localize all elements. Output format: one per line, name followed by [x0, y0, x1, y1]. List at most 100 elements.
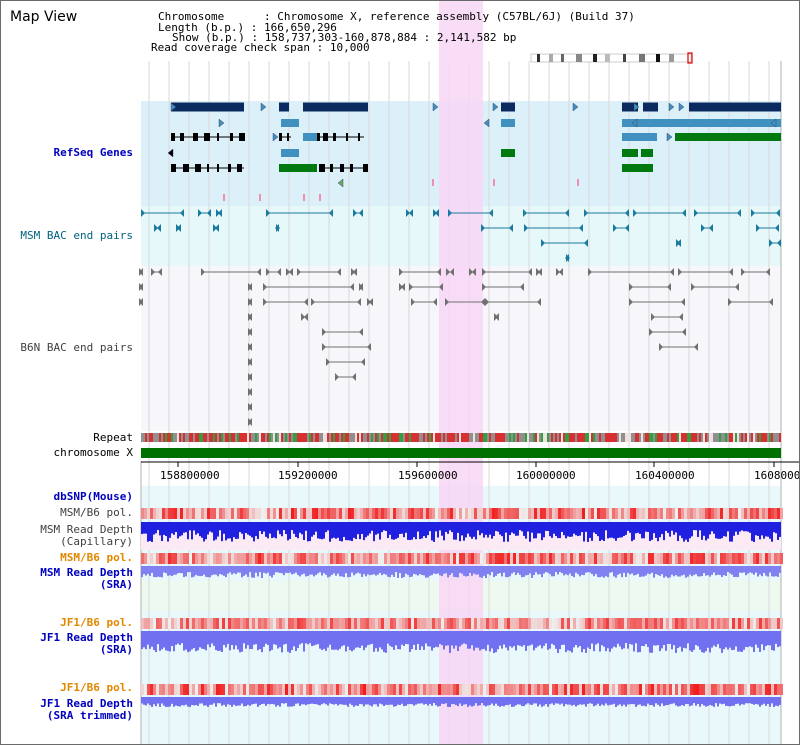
depth-bar: [667, 522, 669, 533]
track-label-msm-bac[interactable]: MSM BAC end pairs: [20, 229, 133, 242]
depth-bar: [147, 631, 149, 645]
depth-bar: [643, 697, 645, 706]
depth-bar: [469, 631, 471, 649]
ideogram-band: [605, 54, 610, 62]
repeat-segment: [269, 433, 271, 442]
depth-bar: [719, 697, 721, 704]
repeat-segment: [427, 433, 429, 442]
depth-bar: [427, 631, 429, 647]
track-label-refseq-genes[interactable]: RefSeq Genes: [53, 146, 133, 159]
depth-bar: [441, 697, 443, 704]
gene-exon: [281, 149, 299, 157]
track-label-msm-read-depth-sra[interactable]: MSM Read Depth: [40, 566, 133, 579]
depth-bar: [249, 697, 251, 706]
depth-bar: [737, 522, 739, 535]
depth-bar: [339, 566, 341, 577]
pol-heat-cell: [249, 618, 252, 629]
depth-bar: [539, 697, 541, 705]
bac-end: [411, 298, 415, 306]
track-label-jf1-b6-pol[interactable]: JF1/B6 pol.: [60, 616, 133, 629]
gene-exon: [689, 102, 781, 112]
depth-bar: [241, 522, 243, 534]
repeat-segment: [653, 433, 655, 442]
pol-heat-cell: [297, 618, 300, 629]
pol-heat-cell: [528, 618, 531, 629]
repeat-segment: [501, 433, 503, 442]
depth-bar: [179, 631, 181, 646]
depth-bar: [571, 631, 573, 653]
pol-heat-cell: [369, 553, 372, 564]
pol-heat-cell: [168, 684, 171, 695]
depth-bar: [375, 631, 377, 649]
track-label-msm-b6-pol[interactable]: MSM/B6 pol.: [60, 506, 133, 519]
depth-bar: [381, 522, 383, 533]
pol-heat-cell: [501, 618, 504, 629]
depth-bar: [491, 697, 493, 704]
depth-bar: [487, 631, 489, 645]
depth-bar: [361, 566, 363, 577]
repeat-segment: [289, 433, 291, 442]
depth-bar: [745, 697, 747, 704]
bac-end: [437, 268, 441, 276]
repeat-segment: [377, 433, 379, 442]
depth-bar: [211, 697, 213, 705]
depth-bar: [443, 566, 445, 574]
depth-bar: [635, 566, 637, 575]
depth-bar: [767, 522, 769, 537]
bac-end: [435, 209, 439, 217]
depth-bar: [573, 522, 575, 534]
track-label-jf1-b6-pol-2[interactable]: JF1/B6 pol.: [60, 681, 133, 694]
track-label-msm-b6-pol-2[interactable]: MSM/B6 pol.: [60, 551, 133, 564]
depth-bar: [691, 566, 693, 577]
depth-bar: [343, 522, 345, 537]
depth-bar: [639, 631, 641, 653]
pol-heat-cell: [435, 553, 438, 564]
pol-heat-cell: [408, 553, 411, 564]
depth-bar: [709, 566, 711, 577]
depth-bar: [397, 566, 399, 578]
repeat-segment: [473, 433, 475, 442]
pol-heat-cell: [357, 508, 360, 519]
depth-bar: [441, 631, 443, 646]
pol-heat-cell: [201, 553, 204, 564]
pol-heat-cell: [429, 508, 432, 519]
depth-bar: [423, 522, 425, 537]
depth-bar: [617, 697, 619, 706]
track-label-dbsnp[interactable]: dbSNP(Mouse): [53, 490, 133, 503]
pol-heat-cell: [246, 508, 249, 519]
pol-heat-cell: [171, 684, 174, 695]
pol-heat-cell: [570, 508, 573, 519]
depth-bar: [143, 566, 145, 575]
pol-heat-cell: [171, 553, 174, 564]
depth-bar: [525, 522, 527, 539]
repeat-segment: [643, 433, 645, 442]
depth-bar: [317, 566, 319, 574]
track-label-jf1-read-depth-trim[interactable]: JF1 Read Depth: [40, 697, 133, 710]
depth-bar: [571, 697, 573, 706]
repeat-segment: [419, 433, 421, 442]
repeat-segment: [605, 433, 607, 442]
depth-bar: [303, 631, 305, 652]
depth-bar: [523, 566, 525, 577]
depth-bar: [701, 522, 703, 540]
pol-heat-cell: [177, 508, 180, 519]
depth-bar: [591, 522, 593, 541]
track-label-msm-read-depth-cap[interactable]: MSM Read Depth: [40, 523, 133, 536]
depth-bar: [769, 697, 771, 707]
pol-heat-cell: [594, 553, 597, 564]
bac-end: [248, 403, 252, 411]
depth-bar: [317, 522, 319, 539]
gene-exon: [303, 102, 368, 112]
track-label-b6n-bac[interactable]: B6N BAC end pairs: [20, 341, 133, 354]
depth-bar: [603, 566, 605, 578]
pol-heat-cell: [705, 508, 708, 519]
bac-end: [357, 298, 361, 306]
pol-heat-cell: [666, 684, 669, 695]
depth-bar: [293, 631, 295, 647]
track-label-jf1-read-depth[interactable]: JF1 Read Depth: [40, 631, 133, 644]
pol-heat-cell: [237, 553, 240, 564]
depth-bar: [607, 566, 609, 578]
pol-heat-cell: [600, 508, 603, 519]
pol-heat-cell: [396, 618, 399, 629]
depth-bar: [757, 631, 759, 648]
